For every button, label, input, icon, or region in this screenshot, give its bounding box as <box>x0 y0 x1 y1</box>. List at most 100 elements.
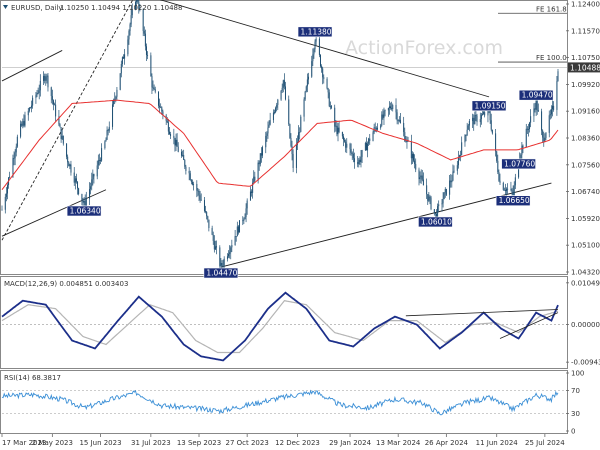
candle-body <box>472 117 474 122</box>
candle-body <box>91 179 93 187</box>
candle-body <box>527 129 529 130</box>
candle-body <box>392 104 394 110</box>
candle-body <box>142 9 144 31</box>
candle-body <box>122 57 124 59</box>
macd-line <box>1 291 559 362</box>
annotation-label: 1.09470 <box>522 91 553 100</box>
candle-body <box>220 262 222 266</box>
candle-body <box>420 175 422 178</box>
candle-body <box>89 189 91 199</box>
candle-body <box>350 149 352 153</box>
candle-body <box>345 141 347 148</box>
candle-body <box>450 180 452 183</box>
price-tick-label: 1.11570 <box>571 27 600 35</box>
rsi-tick-label: 70 <box>571 387 580 395</box>
price-trendline <box>1 0 134 241</box>
candle-body <box>491 129 493 134</box>
candle-body <box>143 30 145 34</box>
price-trendline <box>1 189 107 237</box>
candle-body <box>306 79 308 87</box>
rsi-tick-label: 100 <box>571 370 584 378</box>
candle-body <box>537 110 539 112</box>
candle-body <box>68 162 70 167</box>
candle-body <box>138 1 140 10</box>
candle-body <box>77 181 79 189</box>
annotation-label: 1.06650 <box>499 196 530 205</box>
candle-body <box>430 197 432 210</box>
candle-body <box>234 236 236 246</box>
candle-body <box>352 153 354 159</box>
candle-body <box>438 204 440 207</box>
candle-body <box>388 106 390 109</box>
candle-body <box>556 81 558 110</box>
candle-body <box>364 143 366 151</box>
candle-body <box>219 247 221 266</box>
candle-body <box>422 179 424 186</box>
candle-body <box>460 155 462 156</box>
price-panel-title: EURUSD, Daily <box>11 4 63 12</box>
candle-body <box>93 174 95 177</box>
candle-body <box>173 135 175 138</box>
candle-body <box>128 31 130 40</box>
candle-body <box>522 145 524 148</box>
candle-body <box>81 194 83 201</box>
candle-body <box>27 110 29 116</box>
annotation-box <box>418 216 453 228</box>
annotation-box <box>66 205 102 217</box>
candle-body <box>259 153 261 165</box>
price-tick-label: 1.04320 <box>571 269 600 277</box>
candle-body <box>196 183 198 191</box>
candle-body <box>315 38 317 42</box>
candle-body <box>326 78 328 89</box>
candle-body <box>383 111 385 118</box>
candle-body <box>274 112 276 114</box>
candle-body <box>258 162 260 165</box>
candle-body <box>244 217 246 220</box>
candle-body <box>458 155 460 158</box>
candle-body <box>253 176 255 183</box>
macd-trendline <box>405 309 559 317</box>
candle-body <box>479 119 481 123</box>
fib-label: FE 100.0 <box>536 54 567 62</box>
candle-body <box>291 145 293 155</box>
candle-body <box>231 245 233 248</box>
candle-body <box>185 166 187 171</box>
candle-body <box>507 188 509 190</box>
candle-body <box>23 121 25 126</box>
annotation-label: 1.06010 <box>421 217 452 226</box>
candle-body <box>136 0 138 3</box>
price-tick-label: 1.10750 <box>571 54 600 62</box>
candle-body <box>174 137 176 146</box>
candle-body <box>276 104 278 108</box>
candle-body <box>534 108 536 110</box>
candle-body <box>44 75 46 81</box>
candle-body <box>449 180 451 195</box>
candle-body <box>114 98 116 100</box>
annotation-box <box>501 158 536 170</box>
candle-body <box>35 95 37 98</box>
candle-body <box>476 115 478 123</box>
candle-body <box>272 112 274 121</box>
candle-body <box>411 154 413 159</box>
rsi-panel-title: RSI(14) 68.3817 <box>4 374 61 382</box>
candle-body <box>395 104 397 113</box>
candle-body <box>360 156 362 163</box>
candle-body <box>322 68 324 78</box>
candle-body <box>221 262 223 266</box>
candle-body <box>236 226 238 237</box>
candle-body <box>52 100 54 105</box>
candle-body <box>14 152 16 159</box>
candle-body <box>283 80 285 87</box>
ohlc-readout: 1.10250 1.10494 1.10220 1.10488 <box>60 4 182 12</box>
candle-body <box>243 219 245 221</box>
candle-body <box>387 108 389 111</box>
candle-body <box>289 124 291 138</box>
candle-body <box>106 130 108 140</box>
candle-body <box>545 132 547 138</box>
candle-body <box>396 112 398 121</box>
candle-body <box>305 86 307 92</box>
candle-body <box>216 246 218 248</box>
candle-body <box>489 109 491 121</box>
candle-body <box>58 116 60 125</box>
price-tick-label: 1.07560 <box>571 161 600 169</box>
